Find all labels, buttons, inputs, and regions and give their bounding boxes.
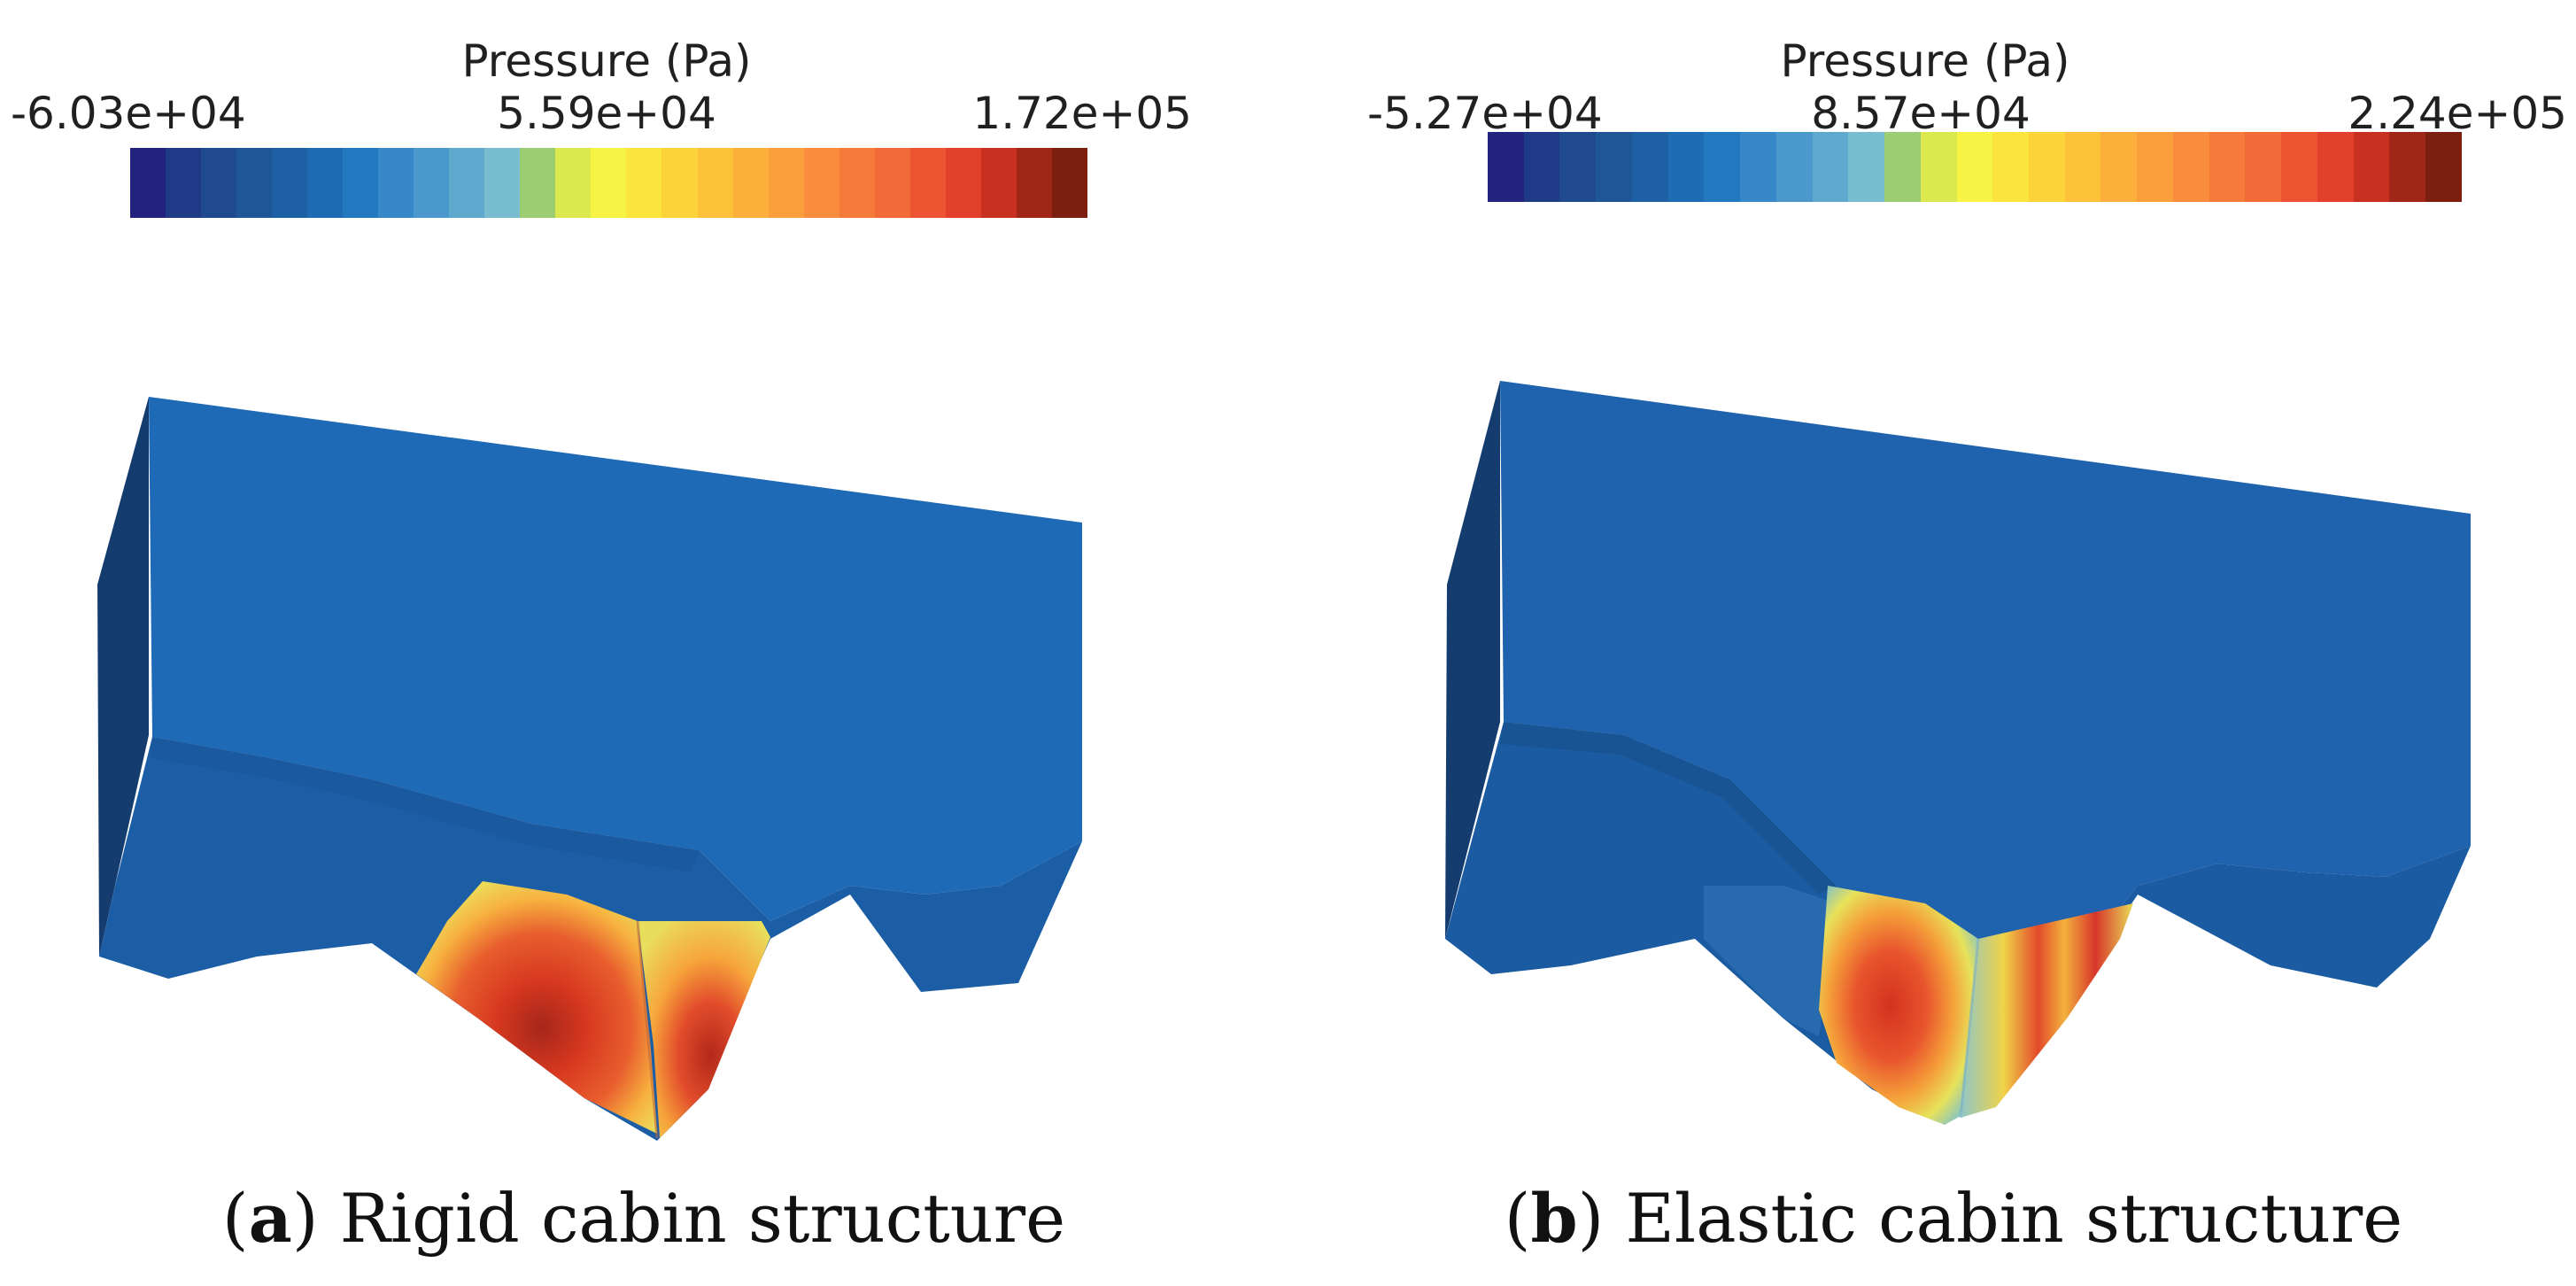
colorbar-segment xyxy=(839,148,875,218)
colorbar-segment xyxy=(307,148,344,218)
colorbar-segment xyxy=(1920,132,1957,202)
colorbar-segment xyxy=(2064,132,2101,202)
panel-caption: (a) Rigid cabin structure xyxy=(221,1179,1066,1258)
hull-top-face xyxy=(149,397,1082,921)
colorbar-segment xyxy=(1016,148,1052,218)
colorbar-segment xyxy=(626,148,662,218)
panel-b: Pressure (Pa) -5.27e+04 8.57e+04 2.24e+0… xyxy=(1288,0,2576,1286)
colorbar-segment xyxy=(2281,132,2317,202)
colorbar-segment xyxy=(1740,132,1776,202)
colorbar-segment xyxy=(1051,148,1087,218)
hull-shade-band xyxy=(151,737,700,872)
keel-crease xyxy=(636,920,659,1139)
colorbar-segment xyxy=(768,148,804,218)
colorbar-min-label: -5.27e+04 xyxy=(1367,88,1603,139)
keel-crease xyxy=(1959,938,1980,1119)
colorbar-segment xyxy=(2425,132,2462,202)
colorbar xyxy=(1488,132,2462,202)
colorbar-segment xyxy=(1704,132,1741,202)
colorbar-segment xyxy=(2389,132,2426,202)
hull-shade-band xyxy=(1500,722,1837,895)
colorbar-max-label: 2.24e+05 xyxy=(2348,88,2567,139)
colorbar-title: Pressure (Pa) xyxy=(461,35,752,87)
colorbar-segment xyxy=(1812,132,1849,202)
panel-caption-text: Rigid cabin structure xyxy=(339,1179,1066,1258)
colorbar-segment xyxy=(555,148,592,218)
colorbar-segment xyxy=(1775,132,1813,202)
colorbar-segment xyxy=(980,148,1017,218)
colorbar xyxy=(130,148,1087,218)
colorbar-segment xyxy=(1667,132,1705,202)
colorbar-segment xyxy=(1992,132,2030,202)
colorbar-max-label: 1.72e+05 xyxy=(972,88,1192,139)
colorbar-segment xyxy=(2137,132,2173,202)
hull-side-face xyxy=(1445,381,1500,939)
colorbar-min-label: -6.03e+04 xyxy=(11,88,246,139)
cabin-pressure-contour-elastic xyxy=(1445,381,2471,1125)
colorbar-segment xyxy=(1596,132,1632,202)
colorbar-segment xyxy=(378,148,414,218)
colorbar-segment xyxy=(130,148,166,218)
panel-caption-text: Elastic cabin structure xyxy=(1625,1179,2403,1258)
colorbar-segment xyxy=(1956,132,1993,202)
panel-caption: (b) Elastic cabin structure xyxy=(1504,1179,2403,1258)
colorbar-segment xyxy=(343,148,379,218)
colorbar-segment xyxy=(945,148,981,218)
colorbar-mid-label: 8.57e+04 xyxy=(1811,88,2031,139)
colorbar-segment xyxy=(520,148,556,218)
colorbar-segment xyxy=(1631,132,1668,202)
colorbar-segment xyxy=(2209,132,2246,202)
colorbar-segment xyxy=(909,148,946,218)
colorbar-segment xyxy=(2353,132,2390,202)
cabin-pressure-contour-rigid xyxy=(97,397,1082,1141)
colorbar-segment xyxy=(449,148,485,218)
hull-lower-face xyxy=(1445,722,2471,1125)
colorbar-segment xyxy=(2100,132,2138,202)
colorbar-segment xyxy=(874,148,910,218)
panel-letter: a xyxy=(248,1179,292,1258)
colorbar-segment xyxy=(2029,132,2065,202)
colorbar-segment xyxy=(272,148,308,218)
colorbar-segment xyxy=(166,148,202,218)
pressure-hotspot-left xyxy=(416,881,657,1134)
pressure-band-left xyxy=(1704,886,1837,1036)
colorbar-segment xyxy=(1559,132,1597,202)
colorbar-segment xyxy=(732,148,769,218)
panel-letter: b xyxy=(1530,1179,1578,1258)
colorbar-segment xyxy=(1848,132,1885,202)
hull-top-face xyxy=(1500,381,2471,974)
colorbar-segment xyxy=(591,148,627,218)
pressure-hotspot-left xyxy=(1819,886,1978,1125)
hull-side-face xyxy=(97,397,149,957)
colorbar-segment xyxy=(2317,132,2354,202)
colorbar-segment xyxy=(414,148,450,218)
colorbar-segment xyxy=(1523,132,1560,202)
colorbar-segment xyxy=(484,148,521,218)
colorbar-mid-label: 5.59e+04 xyxy=(497,88,716,139)
pressure-hotspot-right xyxy=(638,921,770,1138)
colorbar-segment xyxy=(236,148,273,218)
colorbar-segment xyxy=(201,148,237,218)
colorbar-segment xyxy=(2172,132,2209,202)
colorbar-segment xyxy=(697,148,733,218)
colorbar-title: Pressure (Pa) xyxy=(1780,35,2070,87)
colorbar-segment xyxy=(661,148,698,218)
colorbar-segment xyxy=(2245,132,2282,202)
colorbar-segment xyxy=(1488,132,1524,202)
colorbar-segment xyxy=(803,148,839,218)
panel-a: Pressure (Pa) -6.03e+04 5.59e+04 1.72e+0… xyxy=(11,35,1192,1258)
pressure-hotspot-right xyxy=(1961,903,2133,1118)
colorbar-segment xyxy=(1884,132,1921,202)
